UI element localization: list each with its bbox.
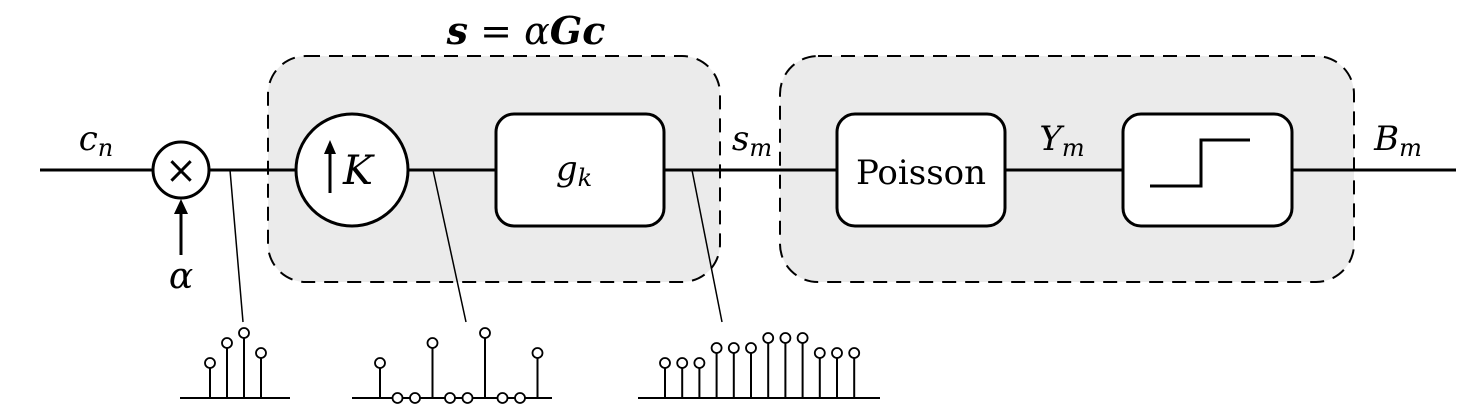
stem-marker (221, 337, 233, 349)
upsampler-block: K (294, 112, 410, 228)
gain-label: α (169, 256, 193, 297)
stem-marker (831, 347, 843, 359)
stem-plot-after-upsample (352, 327, 552, 404)
filter-block: gk (494, 112, 666, 228)
multiply-icon: × (165, 148, 197, 192)
leader-line-filter (691, 169, 723, 323)
input-signal-label: cn (79, 119, 114, 162)
stem-marker (531, 347, 544, 359)
stem-marker (848, 347, 861, 359)
stem-marker (496, 392, 509, 404)
stem-marker (514, 392, 526, 404)
gain-arrowhead (174, 199, 188, 214)
stem-marker (796, 332, 809, 344)
stem-marker (374, 357, 386, 369)
stem-marker (762, 332, 775, 344)
leader-lines (229, 169, 723, 323)
stem-marker (238, 327, 250, 339)
stem-marker (779, 332, 792, 344)
sampled-signal-label: sm (732, 119, 772, 162)
stem-marker (426, 337, 439, 349)
stem-marker (444, 392, 456, 404)
multiplier-node: × (151, 140, 211, 200)
stem-marker (745, 342, 757, 354)
poisson-label: Poisson (856, 153, 986, 193)
stem-marker (409, 392, 421, 404)
stem-marker (659, 357, 671, 369)
equation-label: s = αGc (446, 8, 606, 53)
upsample-factor: K (342, 148, 375, 194)
output-signal-label: Bm (1373, 119, 1422, 162)
stem-marker (676, 357, 689, 369)
leader-line-gain (229, 169, 244, 323)
stem-plot-after-filter (638, 332, 880, 399)
poisson-block: Poisson (835, 112, 1007, 228)
stem-marker (461, 392, 474, 404)
stem-marker (710, 342, 723, 354)
stem-plot-after-gain (180, 327, 290, 399)
photon-count-label: Ym (1039, 119, 1084, 162)
step-icon (1150, 138, 1250, 188)
threshold-block (1121, 112, 1294, 228)
stem-marker (727, 342, 740, 354)
up-arrowhead (324, 140, 336, 154)
stem-marker (255, 347, 267, 359)
stem-marker (479, 327, 491, 339)
stem-marker (813, 347, 826, 359)
stem-marker (391, 392, 404, 404)
stem-marker (204, 357, 216, 369)
stem-marker (693, 357, 706, 369)
filter-label: gk (556, 149, 592, 192)
leader-line-upsample (432, 169, 467, 323)
